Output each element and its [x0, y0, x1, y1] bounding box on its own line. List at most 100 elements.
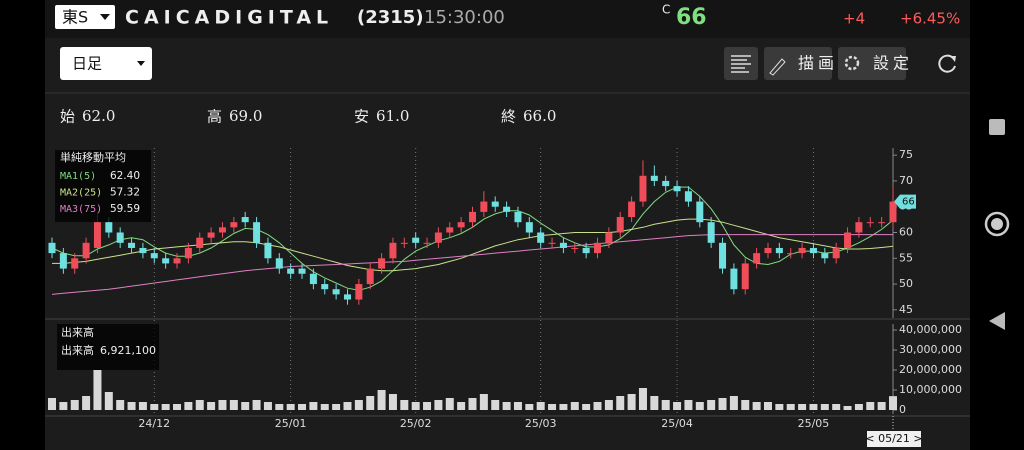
volume-bar [298, 404, 307, 410]
candle-body [605, 232, 613, 243]
candle-body [650, 175, 658, 181]
draw-label: 描画 [798, 54, 838, 73]
candle-body [218, 227, 226, 233]
candle-body [400, 242, 408, 244]
nav-recent[interactable] [989, 119, 1005, 135]
volume-bar [661, 400, 670, 410]
candle-body [253, 222, 261, 243]
candle-body [309, 273, 317, 285]
volume-bar [877, 402, 886, 410]
candle-body [594, 242, 602, 254]
candle-body [878, 222, 886, 224]
volume-bar [820, 404, 829, 410]
volume-bar [695, 402, 704, 410]
volume-bar [786, 404, 795, 410]
candle-body [423, 242, 431, 244]
y-tick-label: 60 [899, 226, 913, 239]
volume-bar [491, 400, 500, 410]
candle-body [775, 247, 783, 254]
legend-name: MA1(5) [60, 171, 96, 182]
volume-bar [763, 402, 772, 410]
candle-body [787, 253, 795, 255]
price: 66 [676, 5, 707, 30]
plots: 始 62.0 高 69.0 安 61.0 終 66.0 24/12 25/01 25/02 25/03… [45, 107, 970, 447]
nav-back[interactable] [989, 312, 1005, 330]
period-select[interactable] [60, 47, 152, 80]
volume-bar [513, 402, 522, 410]
x-tick-label: 24/12 [138, 417, 170, 430]
candle-body [184, 247, 192, 259]
summary-label: 高 [207, 108, 222, 126]
volume-bar [843, 406, 852, 410]
app-area [45, 38, 970, 450]
volume-bar [70, 400, 79, 410]
candle-body [639, 175, 647, 202]
volume-bar [570, 402, 579, 410]
legend-title: 単純移動平均 [60, 150, 126, 164]
candle-body [378, 258, 386, 269]
candle-body [343, 294, 351, 300]
x-tick-label: 25/03 [525, 417, 557, 430]
legend-name: MA3(75) [60, 204, 102, 215]
market-select[interactable] [55, 5, 115, 29]
candle-body [889, 201, 897, 223]
candle-body [446, 227, 454, 233]
legend-box [55, 150, 151, 222]
price-tag [894, 194, 916, 209]
nav-home[interactable] [984, 211, 1010, 237]
volume-bar [752, 402, 761, 410]
candle-body [128, 242, 136, 248]
market: 東S [62, 8, 88, 27]
candle-body [616, 217, 624, 233]
candle-body [662, 180, 670, 187]
volume-bar [468, 398, 477, 410]
price-tag-label: 66 [902, 197, 915, 208]
candle-body [264, 242, 272, 259]
volume-bar [388, 394, 397, 410]
time: 15:30:00 [424, 7, 505, 28]
list-icon [731, 55, 751, 73]
y-tick-label: 20,000,000 [899, 363, 962, 376]
y-tick-label: 70 [899, 174, 913, 187]
volume-bar [548, 404, 557, 410]
legend-name: MA2(25) [60, 188, 102, 199]
volume-bar [184, 402, 193, 410]
summary-value: 61.0 [376, 107, 409, 125]
candle-body [48, 242, 56, 254]
candle-body [719, 242, 727, 269]
draw-button[interactable] [764, 47, 832, 80]
candle-body [469, 211, 476, 223]
volume-bar [377, 390, 386, 410]
change: +4 [843, 10, 865, 28]
candle-body [196, 237, 204, 248]
volume-bar [434, 400, 443, 410]
volume-bar [536, 402, 545, 410]
gear-icon [844, 55, 860, 71]
volume-bar [229, 400, 238, 410]
summary-label: 終 [501, 108, 516, 126]
volume-bar [207, 402, 216, 410]
y-tick-label: 50 [899, 277, 913, 290]
candle-body [139, 247, 147, 254]
candle-body [628, 201, 636, 218]
volume-bar [116, 400, 125, 410]
settings-button[interactable] [838, 47, 906, 80]
y-tick-label: 10,000,000 [899, 383, 962, 396]
candle-body [684, 191, 692, 202]
candle-body [355, 284, 363, 300]
volume-bar [559, 404, 568, 410]
candle-body [480, 201, 488, 212]
volume-bar [48, 398, 56, 410]
y-tick-label: 45 [899, 303, 913, 316]
volume-bar [604, 400, 613, 410]
dropdown-arrow [100, 14, 110, 20]
candle-body [162, 258, 170, 264]
candle-body [298, 268, 306, 274]
volume-bar [150, 404, 159, 410]
refresh-icon[interactable] [938, 54, 956, 73]
candle-body [809, 247, 817, 254]
summary-label: 始 [60, 108, 75, 126]
volume-bar [593, 402, 602, 410]
price-flag: C [662, 3, 670, 17]
candle-body [753, 253, 761, 264]
